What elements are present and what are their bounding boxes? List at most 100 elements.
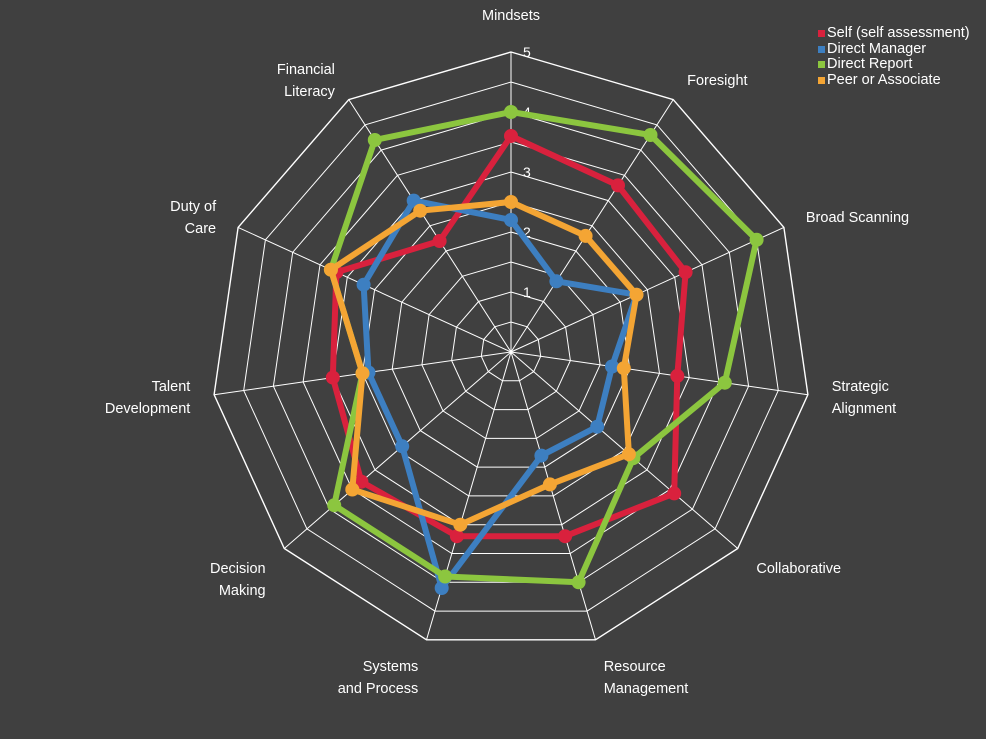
category-label-line: Broad Scanning xyxy=(806,210,909,226)
data-point-direct-report-foresight xyxy=(643,128,658,142)
series-line-direct-report xyxy=(327,109,760,586)
category-label-line: Collaborative xyxy=(756,561,841,577)
data-point-direct-manager-collaborative xyxy=(590,419,605,434)
data-point-direct-report-strategic-alignment xyxy=(717,375,732,390)
data-point-self-self-assessment-mindsets xyxy=(504,129,518,143)
category-label-broad-scanning: Broad Scanning xyxy=(806,210,909,226)
data-point-self-self-assessment-foresight xyxy=(611,178,625,193)
data-point-direct-manager-resource-management xyxy=(534,448,549,463)
category-label-talent-development: Talent Development xyxy=(105,379,190,417)
legend-item-direct-manager: Direct Manager xyxy=(818,40,970,58)
data-point-self-self-assessment-broad-scanning xyxy=(678,265,693,280)
legend-item-self: Self (self assessment) xyxy=(818,25,970,42)
data-point-self-self-assessment-strategic-alignment xyxy=(670,368,685,383)
data-point-peer-or-associate-foresight xyxy=(578,228,593,243)
spoke-resource-management xyxy=(510,351,596,640)
data-point-peer-or-associate-decision-making xyxy=(345,482,360,497)
category-label-line: Literacy xyxy=(284,84,336,100)
category-label-line: Talent xyxy=(152,379,191,395)
data-point-direct-manager-decision-making xyxy=(395,439,410,454)
spoke-duty-of-care xyxy=(237,226,512,353)
legend-swatch-direct-report xyxy=(818,61,825,69)
category-label-line: Making xyxy=(219,583,266,599)
data-point-peer-or-associate-strategic-alignment xyxy=(616,361,631,376)
category-labels: Mindsets Foresight Broad Scanning Strategic… xyxy=(105,8,909,697)
grid-ring-3 xyxy=(421,261,601,439)
legend-swatch-self xyxy=(818,30,825,38)
category-label-financial-literacy: Financial Literacy xyxy=(277,62,336,100)
legend-label-peer-or-associate: Peer or Associate xyxy=(827,71,941,88)
category-label-systems-and-process: Systems and Process xyxy=(338,659,419,697)
category-label-mindsets: Mindsets xyxy=(482,8,540,24)
series-peer-or-associate xyxy=(323,195,644,532)
category-label-resource-management: Resource Management xyxy=(604,659,689,697)
category-label-line: Management xyxy=(604,681,689,697)
spoke-foresight xyxy=(510,99,674,353)
grid-ring-10 xyxy=(213,51,809,641)
data-point-direct-report-mindsets xyxy=(504,105,518,119)
series-line-self-self-assessment xyxy=(329,133,689,540)
category-label-line: Care xyxy=(185,221,216,237)
category-label-line: Development xyxy=(105,401,190,417)
data-point-direct-report-decision-making xyxy=(327,498,342,513)
data-point-self-self-assessment-financial-literacy xyxy=(432,234,447,248)
chart-legend: Self (self assessment) Direct Manager Di… xyxy=(818,25,970,89)
legend-label-direct-manager: Direct Manager xyxy=(827,40,927,57)
category-label-line: Financial xyxy=(277,62,335,78)
category-label-line: and Process xyxy=(338,681,419,697)
data-point-peer-or-associate-talent-development xyxy=(355,366,370,381)
data-point-direct-manager-duty-of-care xyxy=(356,277,371,292)
data-point-direct-manager-systems-and-process xyxy=(434,581,449,595)
data-point-direct-manager-foresight xyxy=(549,274,564,289)
category-label-line: Foresight xyxy=(687,73,747,89)
category-label-line: Systems xyxy=(363,659,419,675)
category-label-collaborative: Collaborative xyxy=(756,561,841,577)
legend-item-peer-or-associate: Peer or Associate xyxy=(818,71,970,89)
category-label-line: Strategic xyxy=(832,379,889,395)
data-point-self-self-assessment-talent-development xyxy=(325,370,340,385)
category-label-line: Alignment xyxy=(832,401,896,417)
legend-label-self: Self (self assessment) xyxy=(827,25,970,41)
category-label-duty-of-care: Duty of Care xyxy=(170,199,217,237)
data-point-self-self-assessment-decision-making xyxy=(354,474,369,489)
category-label-strategic-alignment: Strategic Alignment xyxy=(832,379,896,417)
series-line-direct-manager xyxy=(360,197,640,591)
data-point-peer-or-associate-collaborative xyxy=(621,447,636,462)
data-point-peer-or-associate-broad-scanning xyxy=(629,287,644,302)
data-point-direct-report-financial-literacy xyxy=(367,133,382,147)
data-point-peer-or-associate-mindsets xyxy=(504,195,518,209)
legend-label-direct-report: Direct Report xyxy=(827,56,913,72)
grid-ring-7 xyxy=(302,141,720,554)
category-label-line: Mindsets xyxy=(482,8,540,24)
tick-label-2: 2 xyxy=(523,224,531,240)
tick-label-1: 1 xyxy=(523,284,531,300)
data-point-peer-or-associate-systems-and-process xyxy=(453,517,468,532)
category-label-decision-making: Decision Making xyxy=(210,561,266,599)
data-point-direct-manager-financial-literacy xyxy=(406,193,421,208)
grid-ring-1 xyxy=(480,321,542,382)
legend-item-direct-report: Direct Report xyxy=(818,56,970,73)
data-point-self-self-assessment-systems-and-process xyxy=(449,529,464,544)
category-label-foresight: Foresight xyxy=(687,73,747,89)
data-point-direct-report-resource-management xyxy=(571,575,586,590)
data-point-peer-or-associate-duty-of-care xyxy=(323,262,338,277)
data-point-self-self-assessment-resource-management xyxy=(558,529,573,544)
data-point-peer-or-associate-financial-literacy xyxy=(413,203,428,218)
data-point-direct-manager-mindsets xyxy=(504,213,518,227)
data-point-self-self-assessment-collaborative xyxy=(667,486,682,501)
spoke-broad-scanning xyxy=(510,226,785,353)
tick-label-5: 5 xyxy=(523,44,531,60)
legend-swatch-peer-or-associate xyxy=(818,76,825,84)
data-point-direct-report-broad-scanning xyxy=(749,232,764,247)
tick-label-3: 3 xyxy=(523,164,531,180)
series-direct-report xyxy=(323,105,764,590)
series-group xyxy=(323,105,764,595)
legend-swatch-direct-manager xyxy=(818,45,825,53)
grid-ring-2 xyxy=(451,291,571,411)
category-label-line: Resource xyxy=(604,659,666,675)
data-point-direct-manager-strategic-alignment xyxy=(605,359,619,374)
data-point-peer-or-associate-resource-management xyxy=(542,477,557,492)
